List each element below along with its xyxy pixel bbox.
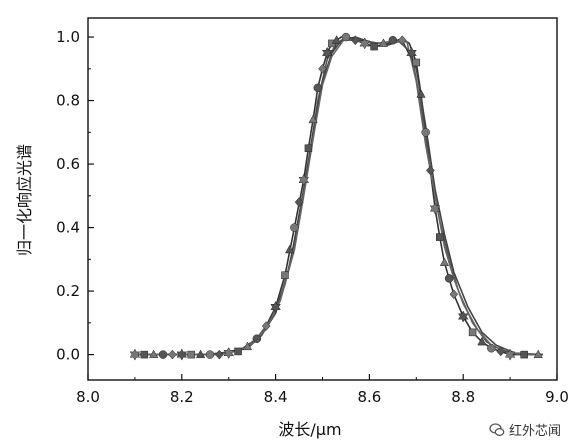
data-point — [406, 46, 417, 59]
data-point — [242, 341, 253, 351]
data-point — [290, 223, 299, 232]
data-point — [436, 233, 444, 241]
series-line-3 — [134, 36, 543, 356]
data-point — [308, 114, 318, 124]
data-point — [270, 300, 281, 314]
y-tick-label: 0.8 — [56, 92, 80, 110]
series-line-4 — [134, 39, 539, 356]
data-point — [187, 350, 195, 359]
data-point — [444, 274, 454, 283]
data-point — [412, 58, 421, 67]
y-tick-label: 0.0 — [56, 346, 80, 364]
y-tick-label: 0.6 — [56, 155, 80, 173]
data-point — [533, 349, 543, 359]
data-point — [313, 83, 323, 93]
x-tick-label: 8.4 — [264, 388, 288, 406]
data-point — [321, 46, 333, 59]
data-point — [214, 349, 224, 360]
data-point — [304, 144, 313, 152]
data-point — [477, 336, 487, 346]
x-tick-label: 8.8 — [451, 388, 475, 406]
data-point — [195, 349, 206, 359]
watermark-text: 红外芯闻 — [508, 424, 561, 439]
data-point — [318, 63, 327, 74]
y-tick-label: 0.4 — [56, 219, 80, 237]
data-point — [439, 257, 450, 266]
data-point — [421, 128, 430, 137]
data-point — [359, 37, 370, 50]
data-point — [416, 89, 426, 98]
data-point — [397, 35, 407, 46]
data-point — [158, 350, 168, 359]
x-tick-label: 8.0 — [76, 388, 100, 406]
series-line-2 — [134, 37, 543, 356]
watermark: 红外芯闻 — [489, 420, 561, 439]
data-point — [176, 348, 188, 361]
axes: 8.0 8.2 8.4 8.6 8.8 9.0 0.0 0.2 0.4 0.6 0.8 1.0 — [56, 17, 569, 406]
data-point — [449, 289, 459, 300]
data-point — [496, 346, 506, 357]
data-point — [298, 173, 309, 186]
y-axis-label: 归一化响应光谱 — [15, 144, 34, 256]
data-point — [370, 42, 378, 51]
data-point — [281, 271, 289, 279]
data-point — [429, 202, 441, 215]
data-point — [234, 347, 242, 356]
data-point — [140, 350, 149, 359]
y-tick-label: 1.0 — [56, 28, 80, 46]
x-tick-label: 8.2 — [170, 388, 194, 406]
plot-area — [129, 32, 543, 361]
data-point — [341, 32, 351, 42]
data-point — [168, 349, 177, 360]
data-point — [285, 244, 295, 254]
wechat-icon — [489, 422, 505, 436]
data-point — [388, 35, 398, 45]
data-point — [457, 310, 469, 323]
data-point — [205, 350, 215, 359]
y-tick-label: 0.2 — [56, 282, 80, 300]
data-point — [252, 334, 262, 343]
series-line-1 — [134, 36, 539, 356]
data-point — [223, 346, 234, 360]
data-point — [149, 349, 159, 359]
data-point — [487, 343, 496, 353]
data-point — [261, 321, 271, 331]
data-point — [504, 348, 516, 361]
data-point — [129, 348, 141, 361]
data-point — [426, 165, 435, 176]
data-point — [378, 38, 389, 47]
data-point — [468, 328, 477, 337]
x-tick-label: 9.0 — [545, 388, 569, 406]
data-point — [294, 197, 304, 208]
x-tick-label: 8.6 — [357, 388, 381, 406]
x-axis-label: 波长/μm — [278, 420, 341, 439]
data-point — [331, 35, 342, 44]
data-point — [350, 35, 360, 46]
data-point — [520, 350, 528, 359]
